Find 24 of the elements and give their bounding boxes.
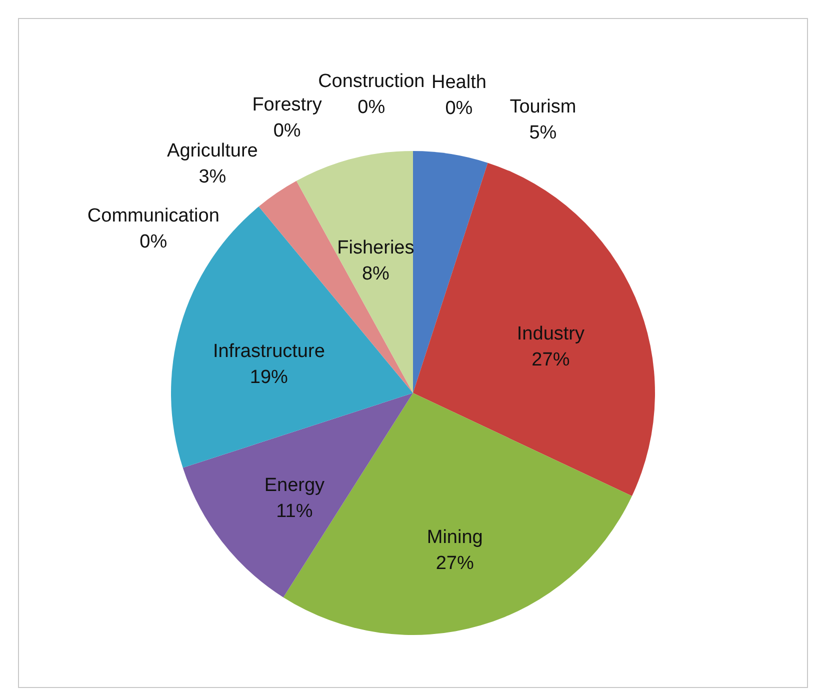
slice-label: Industry	[516, 323, 585, 344]
data-label: 11%	[276, 500, 313, 522]
pie-slice	[413, 151, 488, 393]
text: 0%	[140, 231, 168, 252]
category-label: Construction	[318, 71, 425, 92]
text: 0%	[445, 98, 473, 119]
category-label: Communication	[87, 205, 220, 226]
category-label: Forestry	[252, 94, 322, 116]
data-label: 19%	[250, 367, 288, 388]
slice-label: Tourism	[510, 96, 576, 118]
pie-slice	[182, 393, 413, 598]
pie-slice	[413, 162, 655, 496]
data-label: 8%	[362, 264, 390, 285]
slice-label: Agriculture	[167, 140, 258, 162]
data-label: 5%	[529, 122, 557, 144]
slice-label: Mining	[426, 527, 483, 548]
text: 0%	[358, 97, 386, 118]
text: 0%	[273, 120, 301, 142]
data-label: 3%	[198, 166, 226, 188]
data-label: 27%	[532, 349, 570, 370]
category-label: Health	[431, 72, 486, 93]
data-label: 27%	[436, 553, 474, 574]
slice-label: Infrastructure	[212, 341, 325, 362]
slice-label: Energy	[264, 474, 326, 496]
